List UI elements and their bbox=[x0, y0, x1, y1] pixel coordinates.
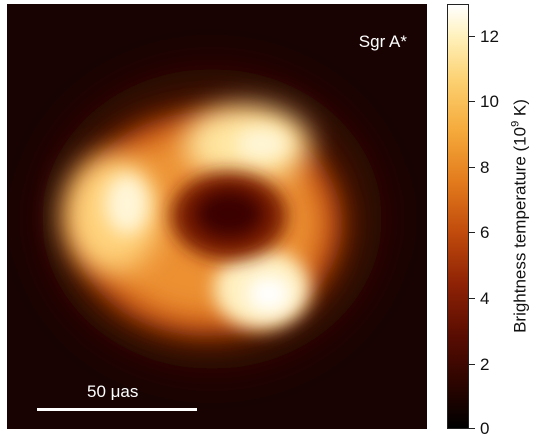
ring-image bbox=[42, 69, 382, 369]
colorbar-tick bbox=[469, 428, 475, 429]
colorbar-tick-label: 2 bbox=[480, 355, 490, 374]
colorbar-tick-label: 4 bbox=[480, 289, 490, 308]
hot-spot-bottom bbox=[247, 276, 291, 312]
colorbar-tick-label: 12 bbox=[480, 27, 499, 46]
colorbar-tick-label: 0 bbox=[480, 419, 490, 438]
colorbar-tick bbox=[469, 232, 475, 233]
colorbar-tick bbox=[469, 364, 475, 365]
colorbar-tick bbox=[469, 101, 475, 102]
colorbar-title: Brightness temperature (109 K) bbox=[509, 99, 530, 333]
hot-spot-top bbox=[236, 128, 288, 160]
shadow-center bbox=[195, 190, 263, 238]
colorbar-tick bbox=[469, 36, 475, 37]
scale-bar bbox=[37, 408, 197, 411]
colorbar-tick bbox=[469, 167, 475, 168]
colorbar bbox=[447, 4, 469, 429]
colorbar-tick-label: 6 bbox=[480, 223, 490, 242]
black-hole-image: Sgr A* 50 μas bbox=[7, 4, 427, 429]
colorbar-tick-label: 8 bbox=[480, 158, 490, 177]
colorbar-tick bbox=[469, 298, 475, 299]
source-label: Sgr A* bbox=[358, 32, 407, 51]
scale-bar-label: 50 μas bbox=[87, 382, 139, 401]
colorbar-tick-label: 10 bbox=[480, 92, 499, 111]
hot-spot-left bbox=[105, 174, 149, 234]
